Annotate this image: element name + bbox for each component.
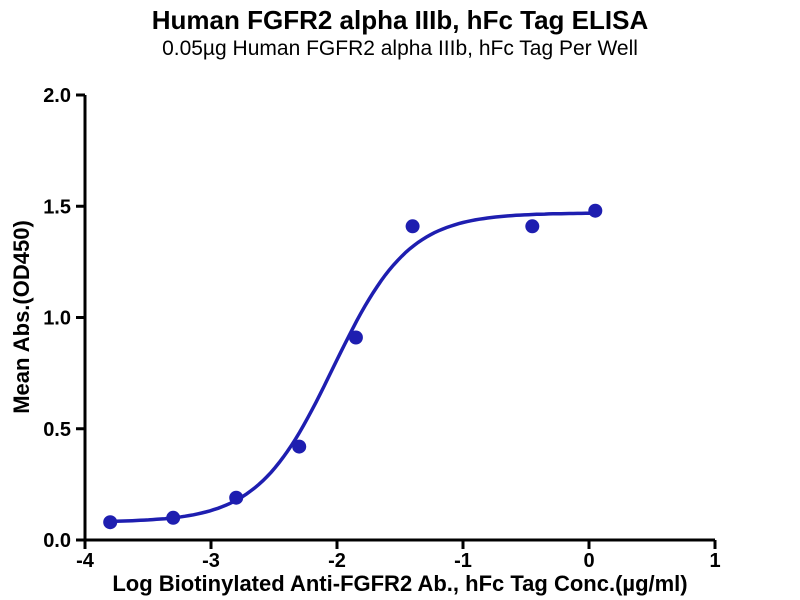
chart-title: Human FGFR2 alpha IIIb, hFc Tag ELISA: [151, 5, 649, 35]
x-tick-label: -4: [76, 550, 95, 572]
x-axis-label: Log Biotinylated Anti-FGFR2 Ab., hFc Tag…: [112, 571, 688, 596]
chart-subtitle: 0.05µg Human FGFR2 alpha IIIb, hFc Tag P…: [162, 37, 638, 60]
data-point: [103, 515, 118, 530]
x-tick-label: -1: [454, 550, 472, 572]
x-tick-label: -2: [328, 550, 346, 572]
axes: [83, 95, 715, 542]
data-point: [588, 203, 603, 218]
y-tick-label: 1.0: [43, 308, 71, 330]
fit-curve: [105, 211, 600, 524]
y-tick-label: 1.5: [43, 196, 71, 218]
data-point: [292, 439, 307, 454]
x-tick-label: 0: [583, 550, 594, 572]
y-tick-label: 0.5: [43, 419, 71, 441]
data-point: [348, 330, 363, 345]
data-point: [166, 510, 181, 525]
data-point: [525, 219, 540, 234]
y-tick-label: 0.0: [43, 530, 71, 552]
y-tick-label: 2.0: [43, 85, 71, 107]
data-point: [229, 490, 244, 505]
x-tick-label: -3: [202, 550, 220, 572]
x-tick-label: 1: [709, 550, 720, 572]
data-point: [405, 219, 420, 234]
